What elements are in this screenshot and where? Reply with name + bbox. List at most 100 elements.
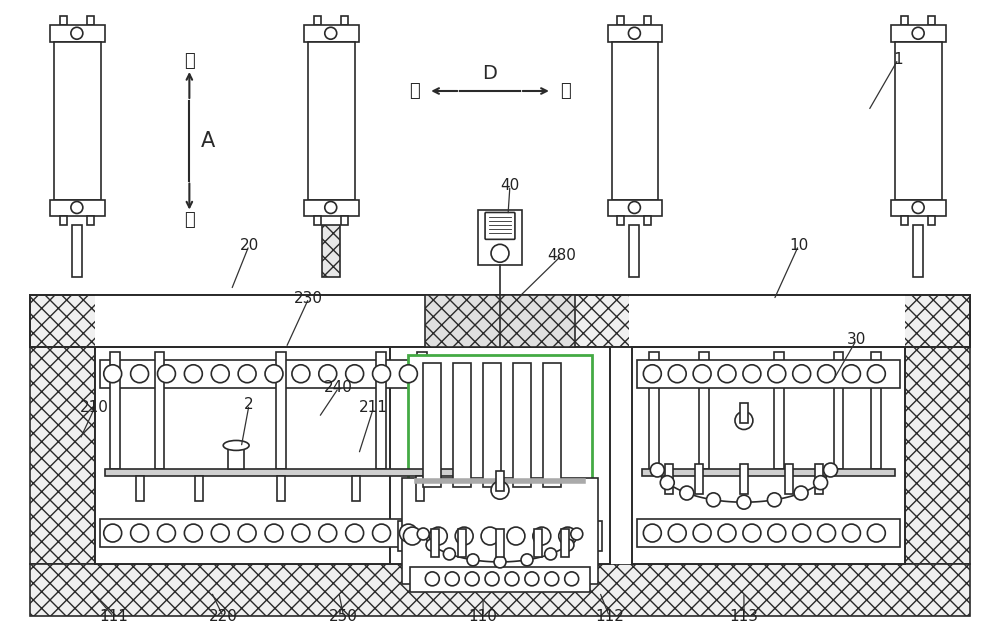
Circle shape [533,527,551,545]
Circle shape [71,27,83,39]
Bar [901,17,908,25]
Bar [774,352,784,469]
Circle shape [867,524,885,542]
Circle shape [319,364,337,383]
Bar [308,42,355,199]
Bar [612,42,658,199]
Bar [50,25,105,42]
Text: 220: 220 [209,609,238,624]
Bar [928,17,935,25]
Bar [105,469,458,476]
Circle shape [481,527,499,545]
Circle shape [104,524,122,542]
Circle shape [793,364,811,383]
Bar [314,217,321,225]
Bar [608,199,662,217]
Bar [416,476,424,501]
Circle shape [429,527,447,545]
Circle shape [265,524,283,542]
Circle shape [628,27,640,39]
Bar [425,295,575,347]
Bar [496,471,504,491]
Text: D: D [483,64,497,83]
Bar [277,476,285,501]
Bar [431,529,439,557]
FancyBboxPatch shape [485,213,515,239]
Text: 1: 1 [893,51,903,67]
Circle shape [211,364,229,383]
Bar [649,352,659,469]
Text: 左: 左 [410,82,420,100]
Circle shape [507,527,525,545]
Bar [398,521,602,551]
Text: 480: 480 [547,248,576,263]
Bar [136,476,144,501]
Circle shape [718,364,736,383]
Circle shape [445,572,459,586]
Circle shape [743,364,761,383]
Circle shape [417,528,429,540]
Circle shape [455,527,473,545]
Bar [155,352,164,469]
Text: 211: 211 [359,400,388,415]
Circle shape [768,524,786,542]
Circle shape [628,201,640,213]
Bar [60,17,67,25]
Bar [417,352,427,469]
Circle shape [158,524,175,542]
Bar [815,464,823,494]
Circle shape [373,524,390,542]
Bar [100,360,463,388]
Bar [453,363,471,487]
Circle shape [818,524,836,542]
Bar [665,464,673,494]
Circle shape [718,524,736,542]
Bar [699,352,709,469]
Circle shape [399,364,417,383]
Circle shape [660,476,674,490]
Bar [928,217,935,225]
Bar [695,464,703,494]
Text: 10: 10 [789,238,808,253]
Text: 下: 下 [184,211,195,229]
Circle shape [767,493,781,507]
Circle shape [373,364,390,383]
Circle shape [842,364,860,383]
Circle shape [325,201,337,213]
Circle shape [650,463,664,477]
Circle shape [292,524,310,542]
Circle shape [494,556,506,568]
Circle shape [265,364,283,383]
Circle shape [319,524,337,542]
Text: 240: 240 [324,380,353,395]
Text: 110: 110 [469,609,498,624]
Bar [410,567,590,592]
Circle shape [525,572,539,586]
Bar [95,295,468,347]
Bar [276,352,286,469]
Bar [871,352,881,469]
Bar [513,363,531,487]
Circle shape [737,495,751,509]
Bar [458,529,466,557]
Bar [341,17,348,25]
Circle shape [491,244,509,262]
Circle shape [565,572,579,586]
Circle shape [505,572,519,586]
Bar [30,564,970,616]
Circle shape [443,548,455,560]
Bar [72,225,82,277]
Bar [637,519,900,547]
Text: 2: 2 [244,397,254,412]
Circle shape [158,364,175,383]
Bar [534,529,542,557]
Bar [322,225,340,277]
Bar [376,352,386,469]
Circle shape [571,528,583,540]
Bar [100,519,463,547]
Bar [608,25,662,42]
Circle shape [668,364,686,383]
Circle shape [238,524,256,542]
Circle shape [184,364,202,383]
Bar [617,17,624,25]
